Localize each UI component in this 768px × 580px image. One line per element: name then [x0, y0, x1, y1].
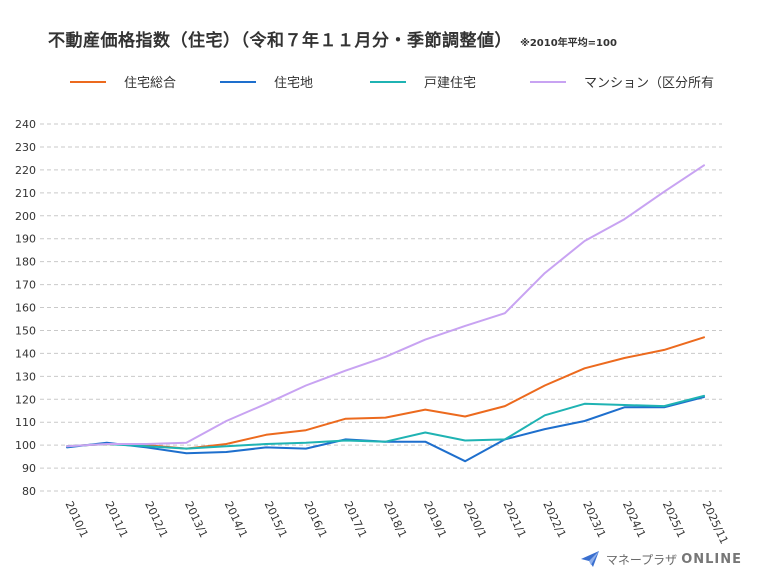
y-tick-label: 160	[15, 302, 36, 315]
y-tick-label: 220	[15, 164, 36, 177]
legend-item: 戸建住宅	[370, 72, 476, 91]
series-line-4	[66, 164, 705, 448]
x-tick-label: 2011/1	[102, 499, 130, 540]
x-tick-label: 2025/1	[660, 499, 688, 540]
series-line-2	[66, 396, 705, 463]
y-tick-label: 110	[15, 416, 36, 429]
brand-logo: マネープラザ ONLINE	[580, 550, 742, 568]
y-tick-label: 170	[15, 279, 36, 292]
legend-label: マンション（区分所有	[584, 76, 715, 91]
legend-label: 住宅総合	[124, 76, 177, 91]
legend-swatch	[220, 80, 256, 83]
y-tick-label: 240	[15, 118, 36, 131]
y-tick-label: 200	[15, 210, 36, 223]
y-tick-label: 80	[22, 485, 36, 498]
y-tick-label: 150	[15, 324, 36, 337]
brand-logo-text: マネープラザ	[605, 552, 678, 567]
x-tick-label: 2021/1	[501, 499, 529, 540]
legend-label: 戸建住宅	[424, 76, 477, 91]
x-tick-label: 2024/1	[620, 499, 648, 540]
y-tick-label: 130	[15, 370, 36, 383]
x-tick-label: 2023/1	[580, 499, 608, 540]
x-tick-label: 2015/1	[262, 499, 290, 540]
y-tick-label: 100	[15, 439, 36, 452]
y-tick-label: 210	[15, 187, 36, 200]
x-tick-label: 2013/1	[182, 499, 210, 540]
legend-item: 住宅地	[220, 72, 313, 91]
y-tick-label: 90	[22, 462, 36, 475]
chart-title-block: 不動産価格指数（住宅）（令和７年１１月分・季節調整値） ※2010年平均=100	[48, 26, 617, 51]
x-tick-label: 2020/1	[461, 499, 489, 540]
legend-swatch	[530, 80, 566, 83]
y-tick-label: 120	[15, 393, 36, 406]
x-tick-label: 2022/1	[540, 499, 568, 540]
chart-title: 不動産価格指数（住宅）（令和７年１１月分・季節調整値）	[48, 31, 512, 51]
x-tick-label: 2018/1	[381, 499, 409, 540]
x-tick-label: 2016/1	[301, 499, 329, 540]
y-tick-label: 140	[15, 347, 36, 360]
series-line-3	[66, 394, 705, 450]
x-tick-label: 2014/1	[222, 499, 250, 540]
legend-swatch	[370, 80, 406, 83]
x-tick-label: 2012/1	[142, 499, 170, 540]
paper-plane-icon	[580, 551, 599, 567]
x-tick-label: 2017/1	[341, 499, 369, 540]
x-tick-label: 2010/1	[63, 499, 91, 540]
series-line-1	[66, 336, 705, 450]
x-tick-label: 2019/1	[421, 499, 449, 540]
legend-swatch	[70, 80, 106, 83]
legend-label: 住宅地	[274, 76, 314, 91]
legend-item: マンション（区分所有	[530, 72, 714, 91]
y-tick-label: 230	[15, 141, 36, 154]
brand-logo-suffix: ONLINE	[681, 551, 742, 567]
y-tick-label: 190	[15, 233, 36, 246]
legend-item: 住宅総合	[70, 72, 176, 91]
x-tick-label: 2025/11	[700, 499, 731, 546]
y-tick-label: 180	[15, 256, 36, 269]
chart-note: ※2010年平均=100	[520, 38, 617, 49]
